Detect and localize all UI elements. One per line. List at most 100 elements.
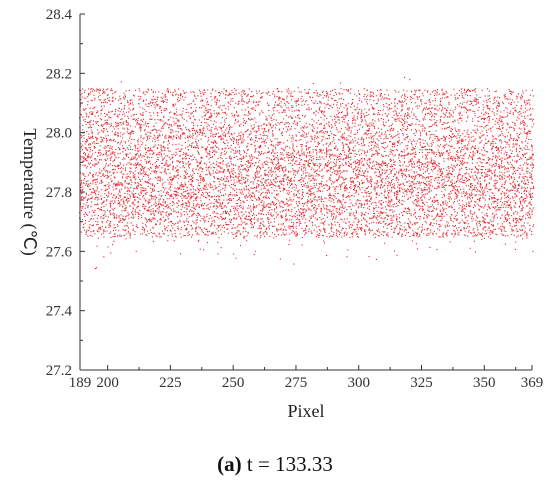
data-point (86, 130, 88, 132)
data-point (90, 136, 92, 138)
data-point (310, 190, 312, 192)
data-point (151, 156, 153, 158)
data-point (265, 228, 267, 230)
data-point (142, 120, 144, 122)
data-point (98, 231, 100, 233)
data-point (159, 106, 161, 108)
data-point (287, 177, 289, 179)
data-point (298, 157, 300, 159)
data-point (87, 100, 89, 102)
data-point (120, 102, 122, 104)
data-point (104, 226, 106, 228)
data-point (304, 136, 306, 138)
data-point (283, 149, 285, 151)
data-point (113, 168, 115, 170)
data-point (180, 193, 182, 195)
data-point (309, 152, 311, 154)
data-point (138, 176, 140, 178)
data-point (317, 144, 319, 146)
data-point (233, 142, 235, 144)
data-point (278, 129, 280, 131)
data-point (303, 208, 305, 210)
data-point (315, 179, 317, 181)
data-point (81, 192, 83, 194)
data-point (146, 135, 148, 137)
data-point (246, 223, 248, 225)
data-point (126, 187, 128, 189)
data-point (221, 117, 223, 119)
data-point (228, 132, 230, 134)
data-point (167, 90, 169, 92)
data-point (114, 133, 116, 135)
data-point (145, 99, 147, 101)
data-point (284, 215, 286, 217)
data-point (184, 191, 186, 193)
data-point (161, 149, 163, 151)
data-point (90, 162, 92, 164)
data-point (234, 195, 236, 197)
data-point (278, 165, 280, 167)
data-point (190, 113, 192, 115)
data-point (258, 127, 260, 129)
data-point (106, 194, 108, 196)
data-point (299, 118, 301, 120)
data-point (298, 180, 300, 182)
data-point (226, 166, 228, 168)
data-point (213, 175, 215, 177)
data-point (143, 195, 145, 197)
data-point (124, 196, 126, 198)
data-point (151, 205, 153, 207)
data-point (260, 175, 262, 177)
data-point (258, 165, 260, 167)
data-point (80, 105, 82, 107)
data-point (124, 187, 126, 189)
data-point (113, 189, 115, 191)
data-point (162, 125, 164, 127)
data-point (135, 196, 137, 198)
data-point (124, 97, 126, 99)
data-point (115, 218, 117, 220)
data-point (291, 140, 293, 142)
data-point (89, 125, 91, 127)
data-point (88, 229, 90, 231)
data-point (248, 192, 250, 194)
data-point (207, 192, 209, 194)
data-point (259, 100, 261, 102)
data-point (296, 100, 298, 102)
data-point (261, 204, 263, 206)
data-point (88, 143, 90, 145)
data-point (123, 157, 125, 159)
data-point (271, 215, 273, 217)
data-point (273, 113, 275, 115)
data-point (298, 197, 300, 199)
data-point (254, 156, 256, 158)
data-point (91, 164, 93, 166)
data-point (218, 237, 220, 239)
data-point (301, 236, 303, 238)
data-point (99, 118, 101, 120)
data-point (233, 138, 235, 140)
data-point (231, 206, 233, 208)
data-point (215, 145, 217, 147)
data-point (250, 221, 252, 223)
data-point (123, 201, 125, 203)
data-point (294, 176, 296, 178)
data-point (284, 147, 286, 149)
data-point (86, 149, 88, 151)
data-point (305, 156, 307, 158)
data-point (256, 170, 258, 172)
data-point (168, 124, 170, 126)
data-point (81, 135, 83, 137)
data-point (169, 176, 171, 178)
data-point (251, 137, 253, 139)
data-point (234, 214, 236, 216)
data-point (182, 154, 184, 156)
data-point (308, 178, 310, 180)
data-point (89, 172, 91, 174)
data-point (117, 168, 119, 170)
data-point (255, 121, 257, 123)
data-point (182, 132, 184, 134)
data-point (258, 170, 260, 172)
data-point (313, 112, 315, 114)
data-point (315, 211, 317, 213)
